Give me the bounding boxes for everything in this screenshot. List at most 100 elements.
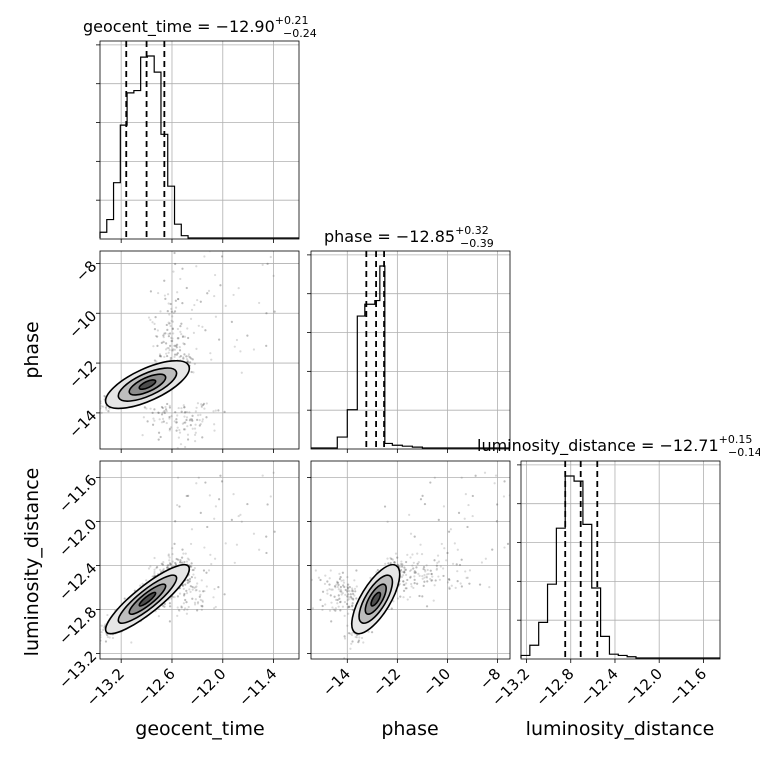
sample-point (167, 335, 170, 338)
sample-point (181, 548, 184, 551)
sample-point (272, 274, 275, 277)
sample-point (174, 562, 178, 565)
sample-point (166, 310, 169, 313)
sample-point (142, 463, 144, 465)
sample-point (193, 586, 196, 590)
sample-point (199, 300, 202, 303)
sample-point (181, 267, 184, 270)
sample-point (162, 420, 165, 423)
sample-point (190, 418, 193, 421)
sample-point (169, 302, 172, 306)
sample-point (273, 530, 276, 533)
sample-point (145, 579, 148, 582)
sample-point (174, 306, 178, 309)
sample-point (107, 410, 110, 413)
sample-point (199, 511, 202, 514)
sample-point (189, 361, 192, 364)
sample-point (179, 561, 182, 564)
sample-point (232, 493, 235, 496)
sample-point (173, 348, 177, 351)
sample-point (151, 423, 155, 426)
sample-point (176, 426, 179, 429)
sample-point (190, 370, 193, 374)
sample-point (184, 607, 187, 610)
sample-point (181, 422, 184, 425)
sample-point (197, 324, 200, 327)
sample-point (175, 418, 178, 421)
sample-point (174, 299, 177, 302)
sample-point (209, 553, 212, 556)
sample-point (174, 344, 178, 347)
sample-point (100, 402, 102, 405)
sample-point (143, 406, 146, 409)
sample-point (196, 418, 199, 421)
sample-point (170, 310, 173, 313)
sample-point (180, 556, 184, 559)
sample-point (172, 348, 175, 351)
sample-point (155, 335, 159, 338)
sample-point (183, 592, 186, 596)
sample-point (206, 292, 209, 295)
sample-point (176, 297, 180, 301)
sample-point (170, 349, 174, 352)
sample-point (159, 355, 163, 358)
sample-point (174, 262, 177, 266)
sample-point (151, 411, 154, 414)
sample-point (185, 592, 189, 595)
sample-point (149, 290, 152, 293)
sample-point (167, 346, 170, 350)
sample-point (162, 568, 165, 572)
sample-point (168, 429, 171, 432)
sample-point (174, 411, 177, 414)
sample-point (187, 558, 191, 561)
sample-point (162, 336, 165, 339)
sample-point (173, 596, 176, 599)
sample-point (95, 401, 97, 403)
sample-point (171, 327, 174, 331)
sample-point (201, 418, 204, 421)
sample-point (182, 421, 185, 424)
sample-point (190, 357, 193, 360)
sample-point (187, 494, 190, 497)
sample-point (160, 341, 163, 344)
sample-point (200, 405, 203, 409)
sample-point (188, 356, 191, 359)
tick-label-y: −8 (72, 257, 100, 285)
sample-point (273, 310, 276, 313)
sample-point (201, 325, 204, 329)
sample-point (194, 431, 197, 434)
sample-point (181, 548, 184, 551)
sample-point (175, 346, 178, 349)
sample-point (169, 344, 172, 347)
sample-point (153, 328, 157, 331)
sample-point (185, 357, 189, 361)
sample-point (162, 341, 166, 344)
sample-point (171, 552, 174, 556)
sample-point (166, 402, 169, 406)
sample-point (213, 429, 216, 432)
sample-point (165, 342, 168, 345)
sample-point (237, 514, 240, 518)
sample-point (170, 597, 173, 600)
sample-point (168, 406, 172, 409)
sample-point (200, 608, 203, 611)
sample-point (111, 636, 115, 640)
sample-point (214, 409, 217, 412)
sample-point (95, 401, 97, 403)
sample-point (168, 404, 171, 407)
sample-point (170, 310, 173, 313)
sample-point (100, 627, 101, 629)
sample-point (173, 353, 177, 356)
sample-point (100, 400, 102, 403)
sample-point (252, 348, 256, 351)
sample-point (179, 354, 182, 358)
sample-point (154, 316, 157, 319)
sample-point (266, 503, 269, 506)
sample-point (147, 567, 151, 570)
sample-point (158, 353, 162, 356)
axes: −14−12−10−8 (65, 250, 300, 453)
sample-point (161, 604, 164, 607)
sample-point (198, 595, 201, 598)
histogram-step-line (311, 265, 510, 449)
sample-point (239, 350, 242, 353)
